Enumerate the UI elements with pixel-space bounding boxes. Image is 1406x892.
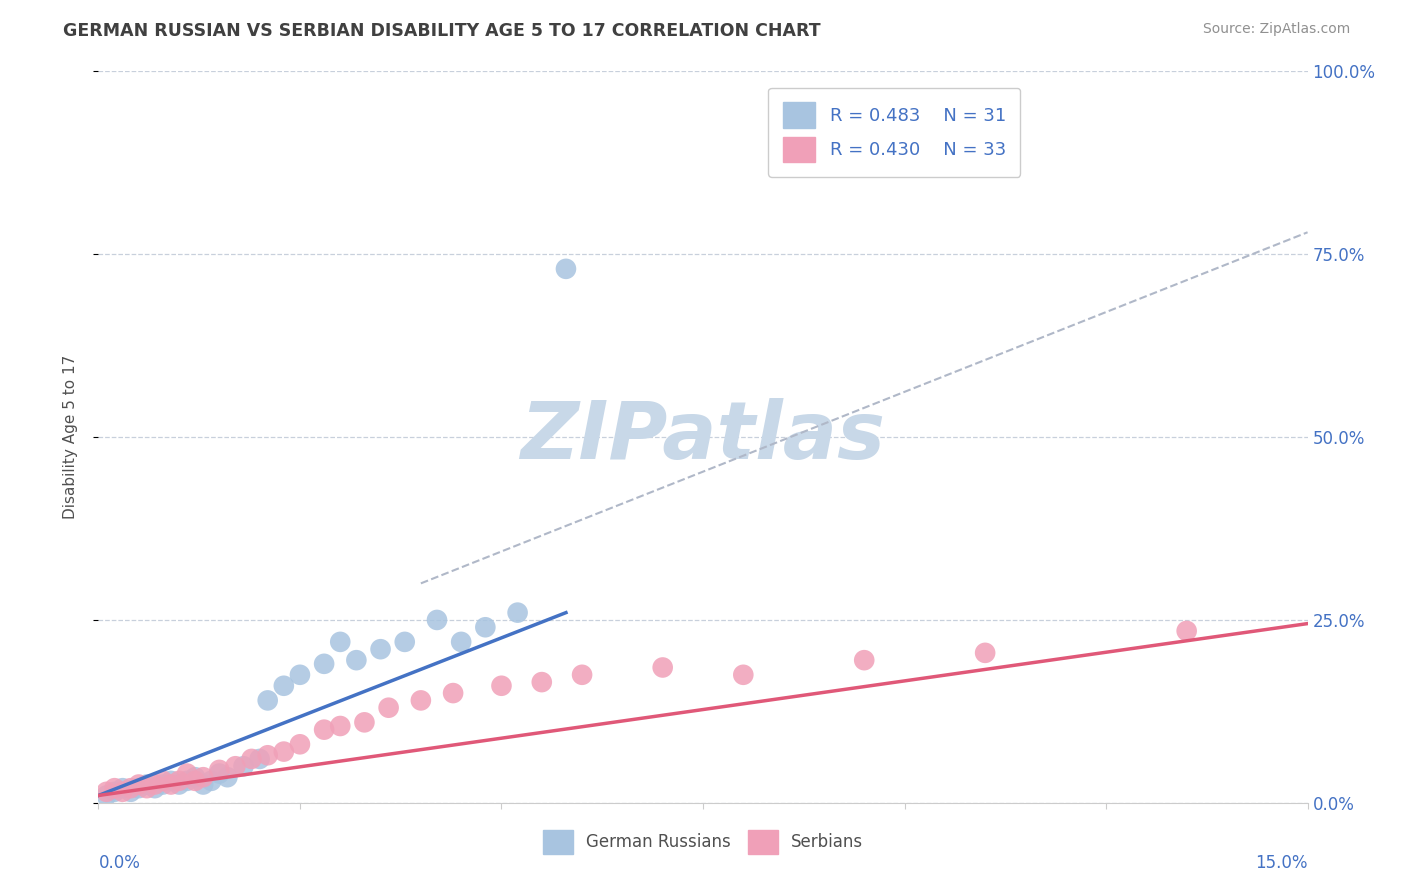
Point <box>103 781 125 796</box>
Point <box>353 715 375 730</box>
Point <box>288 737 311 751</box>
Point <box>1175 624 1198 638</box>
Point <box>409 693 432 707</box>
Point <box>530 675 553 690</box>
Point <box>224 759 246 773</box>
Point <box>314 657 336 671</box>
Point <box>240 752 263 766</box>
Point <box>184 773 207 788</box>
Point <box>143 778 166 792</box>
Point <box>232 759 254 773</box>
Point <box>208 763 231 777</box>
Point <box>103 785 125 799</box>
Point <box>128 781 150 796</box>
Point <box>167 778 190 792</box>
Point <box>506 606 529 620</box>
Point <box>143 781 166 796</box>
Point <box>208 766 231 780</box>
Point <box>184 770 207 784</box>
Point <box>256 693 278 707</box>
Point <box>120 785 142 799</box>
Point <box>491 679 513 693</box>
Point <box>344 653 367 667</box>
Point <box>96 789 118 803</box>
Point <box>135 781 157 796</box>
Point <box>474 620 496 634</box>
Point <box>135 778 157 792</box>
Point <box>441 686 464 700</box>
Point <box>288 667 311 681</box>
Point <box>96 785 118 799</box>
Point <box>555 261 578 276</box>
Y-axis label: Disability Age 5 to 17: Disability Age 5 to 17 <box>63 355 77 519</box>
Point <box>160 773 183 788</box>
Point <box>249 752 271 766</box>
Point <box>167 773 190 788</box>
Text: ZIPatlas: ZIPatlas <box>520 398 886 476</box>
Point <box>733 667 755 681</box>
Point <box>200 773 222 788</box>
Point <box>111 785 134 799</box>
Text: 15.0%: 15.0% <box>1256 854 1308 872</box>
Point <box>256 748 278 763</box>
Point <box>152 778 174 792</box>
Point <box>571 667 593 681</box>
Point <box>120 781 142 796</box>
Point <box>152 773 174 788</box>
Point <box>176 773 198 788</box>
Point <box>176 766 198 780</box>
Point <box>377 700 399 714</box>
Point <box>128 778 150 792</box>
Point <box>193 770 215 784</box>
Point <box>314 723 336 737</box>
Point <box>426 613 449 627</box>
Point <box>974 646 997 660</box>
Point <box>111 781 134 796</box>
Point <box>273 745 295 759</box>
Point <box>370 642 392 657</box>
Point <box>329 719 352 733</box>
Text: GERMAN RUSSIAN VS SERBIAN DISABILITY AGE 5 TO 17 CORRELATION CHART: GERMAN RUSSIAN VS SERBIAN DISABILITY AGE… <box>63 22 821 40</box>
Legend: German Russians, Serbians: German Russians, Serbians <box>536 823 870 860</box>
Point <box>651 660 673 674</box>
Text: 0.0%: 0.0% <box>98 854 141 872</box>
Point <box>853 653 876 667</box>
Point <box>160 778 183 792</box>
Point <box>193 778 215 792</box>
Point <box>273 679 295 693</box>
Point <box>329 635 352 649</box>
Text: Source: ZipAtlas.com: Source: ZipAtlas.com <box>1202 22 1350 37</box>
Point <box>217 770 239 784</box>
Point <box>394 635 416 649</box>
Point <box>450 635 472 649</box>
